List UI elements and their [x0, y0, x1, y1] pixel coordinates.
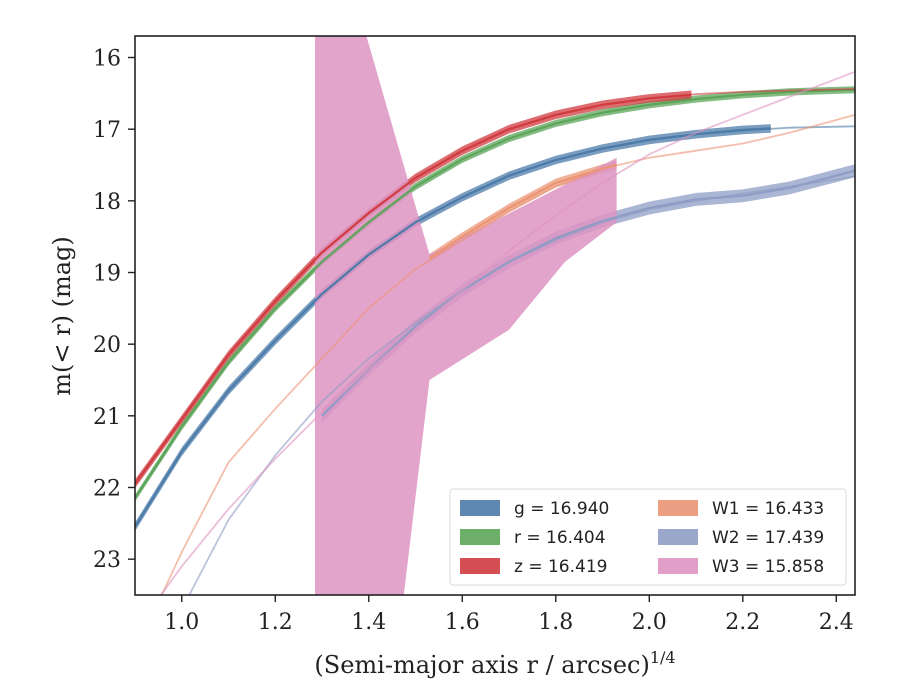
series-5-model-line [159, 70, 855, 595]
legend-swatch [460, 529, 500, 545]
series-4-measurement-band [322, 164, 855, 423]
legend-entry-label: r = 16.404 [514, 528, 606, 548]
series-3-model-line [160, 113, 855, 595]
y-axis-label: m(< r) (mag) [48, 236, 76, 395]
plot-frame [134, 35, 856, 596]
y-tick-label: 17 [93, 118, 121, 143]
series-1-line [135, 88, 855, 499]
legend-swatch [460, 500, 500, 516]
legend-entry-label: W3 = 15.858 [712, 557, 824, 577]
series-2-line [135, 93, 692, 485]
series-0-line [135, 127, 771, 528]
y-tick-label: 23 [93, 548, 121, 573]
x-axis-label-main: (Semi-major axis r / arcsec) [314, 651, 649, 679]
x-axis-label-exponent: 1/4 [650, 648, 676, 667]
x-tick-label: 2.2 [725, 610, 760, 635]
x-tick-label: 2.4 [819, 610, 854, 635]
series-3-line [428, 163, 617, 260]
y-tick-label: 16 [93, 47, 121, 72]
y-tick-label: 21 [93, 405, 121, 430]
y-tick-label: 22 [93, 477, 121, 502]
legend: g = 16.940 r = 16.404 z = 16.419 W1 = 16.43… [449, 488, 847, 586]
x-axis-ticks: 1.0 1.2 1.4 1.6 1.8 2.0 2.2 2.4 [164, 595, 854, 635]
legend-entry-label: g = 16.940 [514, 499, 609, 519]
y-tick-label: 19 [93, 262, 121, 287]
x-tick-label: 1.4 [351, 610, 386, 635]
legend-frame [449, 488, 847, 586]
y-tick-label: 18 [93, 190, 121, 215]
x-tick-label: 1.0 [164, 610, 199, 635]
x-axis-label: (Semi-major axis r / arcsec)1/4 [314, 648, 675, 679]
series-4-line [321, 169, 855, 417]
series-0-measurement-band [135, 124, 771, 532]
legend-entry-label: W1 = 16.433 [712, 499, 824, 519]
legend-entry-label: W2 = 17.439 [712, 528, 824, 548]
series-5-uncertainty-band [315, 36, 617, 595]
legend-swatch [460, 558, 500, 574]
x-tick-label: 1.2 [258, 610, 293, 635]
legend-entry-label: z = 16.419 [514, 557, 607, 577]
legend-swatch [658, 500, 698, 516]
x-tick-label: 1.8 [538, 610, 573, 635]
y-tick-label: 20 [93, 333, 121, 358]
x-tick-label: 1.6 [445, 610, 480, 635]
legend-swatch [658, 558, 698, 574]
y-axis-ticks: 16 17 18 19 20 21 22 23 [93, 47, 135, 573]
x-tick-label: 2.0 [632, 610, 667, 635]
legend-swatch [658, 529, 698, 545]
line-layer [135, 70, 855, 595]
